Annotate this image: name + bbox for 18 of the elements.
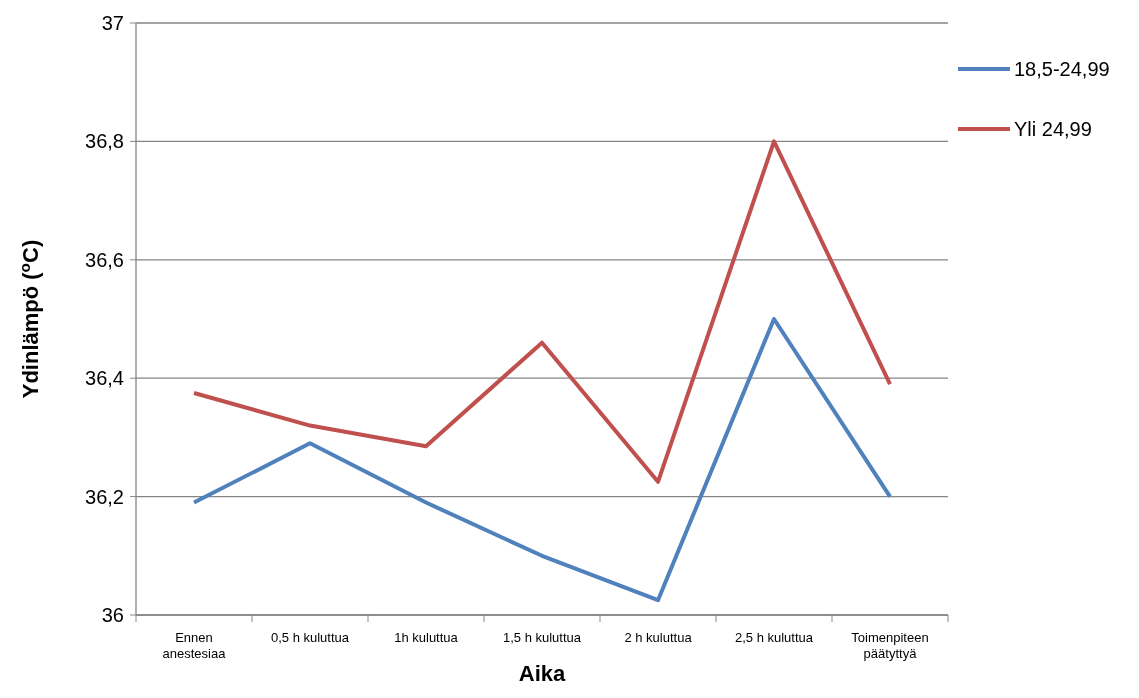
y-tick-label: 36,8	[85, 130, 124, 153]
line-series	[192, 317, 892, 603]
y-tick-label: 36,2	[85, 485, 124, 508]
x-axis-title: Aika	[518, 661, 566, 686]
x-tick-label: 2,5 h kuluttua	[734, 630, 814, 645]
y-tick-label: 37	[101, 12, 124, 34]
legend-label: 18,5-24,99	[1014, 58, 1110, 80]
x-tick-label: Ennen anestesiaa	[162, 630, 227, 661]
y-tick-label: 36,6	[85, 248, 124, 271]
y-tick-label: 36	[101, 604, 124, 626]
x-tick-label: 2 h kuluttua	[624, 630, 693, 645]
x-tick-label: 1,5 h kuluttua	[502, 630, 582, 645]
x-tick-label: Toimenpiteen päätyttyä	[851, 630, 929, 661]
x-tick-label: 1h kuluttua	[394, 630, 459, 645]
line-series	[192, 139, 892, 484]
y-tick-label: 36,4	[85, 367, 124, 390]
x-tick-label: 0,5 h kuluttua	[270, 630, 350, 645]
legend-label: Yli 24,99	[1014, 118, 1092, 140]
